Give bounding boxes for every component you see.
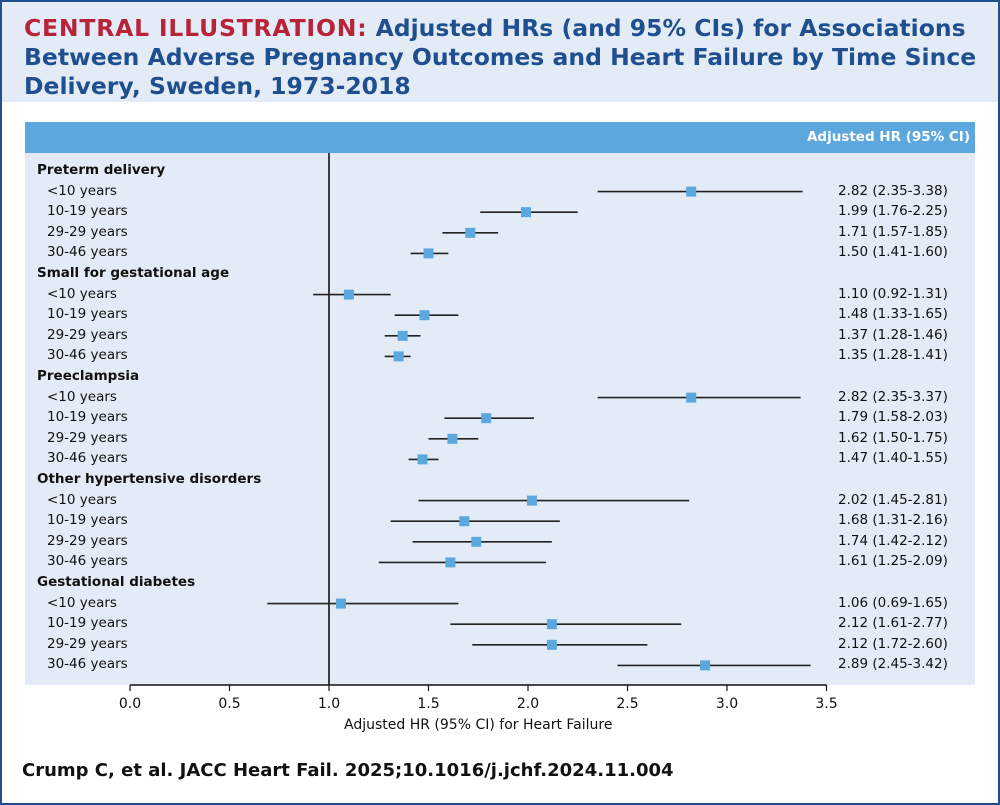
row-value: 2.12 (1.72-2.60) — [838, 635, 948, 652]
x-tick-label: 1.5 — [417, 696, 439, 712]
hr-point-marker — [423, 248, 434, 259]
hr-point-marker — [335, 598, 346, 609]
row-value: 2.82 (2.35-3.37) — [838, 388, 948, 405]
hr-point-marker — [526, 495, 537, 506]
hr-point-marker — [447, 433, 458, 444]
row-value: 1.79 (1.58-2.03) — [838, 409, 948, 426]
row-label: 30-46 years — [47, 244, 128, 261]
row-value: 1.50 (1.41-1.60) — [838, 244, 948, 261]
row-label: 30-46 years — [47, 656, 128, 673]
row-value: 1.06 (0.69-1.65) — [838, 594, 948, 611]
row-value: 1.68 (1.31-2.16) — [838, 512, 948, 529]
row-label: 10-19 years — [47, 512, 128, 529]
citation: Crump C, et al. JACC Heart Fail. 2025;10… — [22, 760, 674, 781]
row-label: <10 years — [47, 388, 117, 405]
row-label: 10-19 years — [47, 409, 128, 426]
row-value: 1.71 (1.57-1.85) — [838, 223, 948, 240]
row-label: 29-29 years — [47, 223, 128, 240]
hr-point-marker — [546, 639, 557, 650]
hr-point-marker — [445, 557, 456, 568]
row-label: 30-46 years — [47, 450, 128, 467]
row-value: 2.89 (2.45-3.42) — [838, 656, 948, 673]
row-label: 10-19 years — [47, 203, 128, 220]
row-value: 2.02 (1.45-2.81) — [838, 491, 948, 508]
x-tick-label: 3.5 — [815, 696, 837, 712]
row-value: 1.35 (1.28-1.41) — [838, 347, 948, 364]
hr-point-marker — [471, 536, 482, 547]
hr-point-marker — [417, 454, 428, 465]
row-label: 29-29 years — [47, 326, 128, 343]
row-label: 10-19 years — [47, 306, 128, 323]
x-tick-label: 2.5 — [616, 696, 638, 712]
x-tick-label: 1.0 — [318, 696, 340, 712]
column-header-bar — [25, 122, 975, 153]
row-label: <10 years — [47, 594, 117, 611]
hr-point-marker — [521, 207, 532, 218]
hr-point-marker — [686, 186, 697, 197]
row-value: 1.62 (1.50-1.75) — [838, 429, 948, 446]
x-axis-title: Adjusted HR (95% CI) for Heart Failure — [344, 717, 612, 733]
title-text: Adjusted HRs (and 95% CIs) for Associati… — [24, 14, 977, 100]
group-label: Small for gestational age — [37, 265, 230, 281]
hr-point-marker — [397, 330, 408, 341]
hr-point-marker — [700, 660, 711, 671]
group-label: Other hypertensive disorders — [37, 471, 262, 487]
title-prefix: CENTRAL ILLUSTRATION: — [24, 14, 368, 42]
row-value: 2.82 (2.35-3.38) — [838, 182, 948, 199]
forest-plot-panel — [25, 122, 975, 685]
title-banner: CENTRAL ILLUSTRATION: Adjusted HRs (and … — [2, 2, 998, 102]
hr-point-marker — [546, 619, 557, 630]
row-label: 30-46 years — [47, 347, 128, 364]
x-tick-label: 3.0 — [716, 696, 738, 712]
row-value: 1.74 (1.42-2.12) — [838, 532, 948, 549]
row-value: 2.12 (1.61-2.77) — [838, 615, 948, 632]
row-label: <10 years — [47, 491, 117, 508]
group-label: Gestational diabetes — [37, 574, 196, 590]
row-value: 1.99 (1.76-2.25) — [838, 203, 948, 220]
hr-point-marker — [419, 310, 430, 321]
group-label: Preeclampsia — [37, 368, 140, 384]
row-label: 29-29 years — [47, 429, 128, 446]
hr-point-marker — [343, 289, 354, 300]
figure-title: CENTRAL ILLUSTRATION: Adjusted HRs (and … — [24, 14, 984, 101]
x-tick-label: 0.0 — [119, 696, 141, 712]
row-label: 29-29 years — [47, 532, 128, 549]
hr-point-marker — [393, 351, 404, 362]
hr-point-marker — [459, 516, 470, 527]
group-label: Preterm delivery — [37, 162, 166, 178]
row-label: 10-19 years — [47, 615, 128, 632]
row-label: 29-29 years — [47, 635, 128, 652]
x-tick-label: 0.5 — [218, 696, 240, 712]
x-tick-label: 2.0 — [517, 696, 539, 712]
hr-point-marker — [465, 227, 476, 238]
row-value: 1.10 (0.92-1.31) — [838, 285, 948, 302]
row-value: 1.47 (1.40-1.55) — [838, 450, 948, 467]
row-label: 30-46 years — [47, 553, 128, 570]
row-value: 1.48 (1.33-1.65) — [838, 306, 948, 323]
row-label: <10 years — [47, 285, 117, 302]
row-value: 1.61 (1.25-2.09) — [838, 553, 948, 570]
row-label: <10 years — [47, 182, 117, 199]
row-value: 1.37 (1.28-1.46) — [838, 326, 948, 343]
hr-point-marker — [481, 413, 492, 424]
column-header-label: Adjusted HR (95% CI) — [806, 129, 970, 145]
hr-point-marker — [686, 392, 697, 403]
